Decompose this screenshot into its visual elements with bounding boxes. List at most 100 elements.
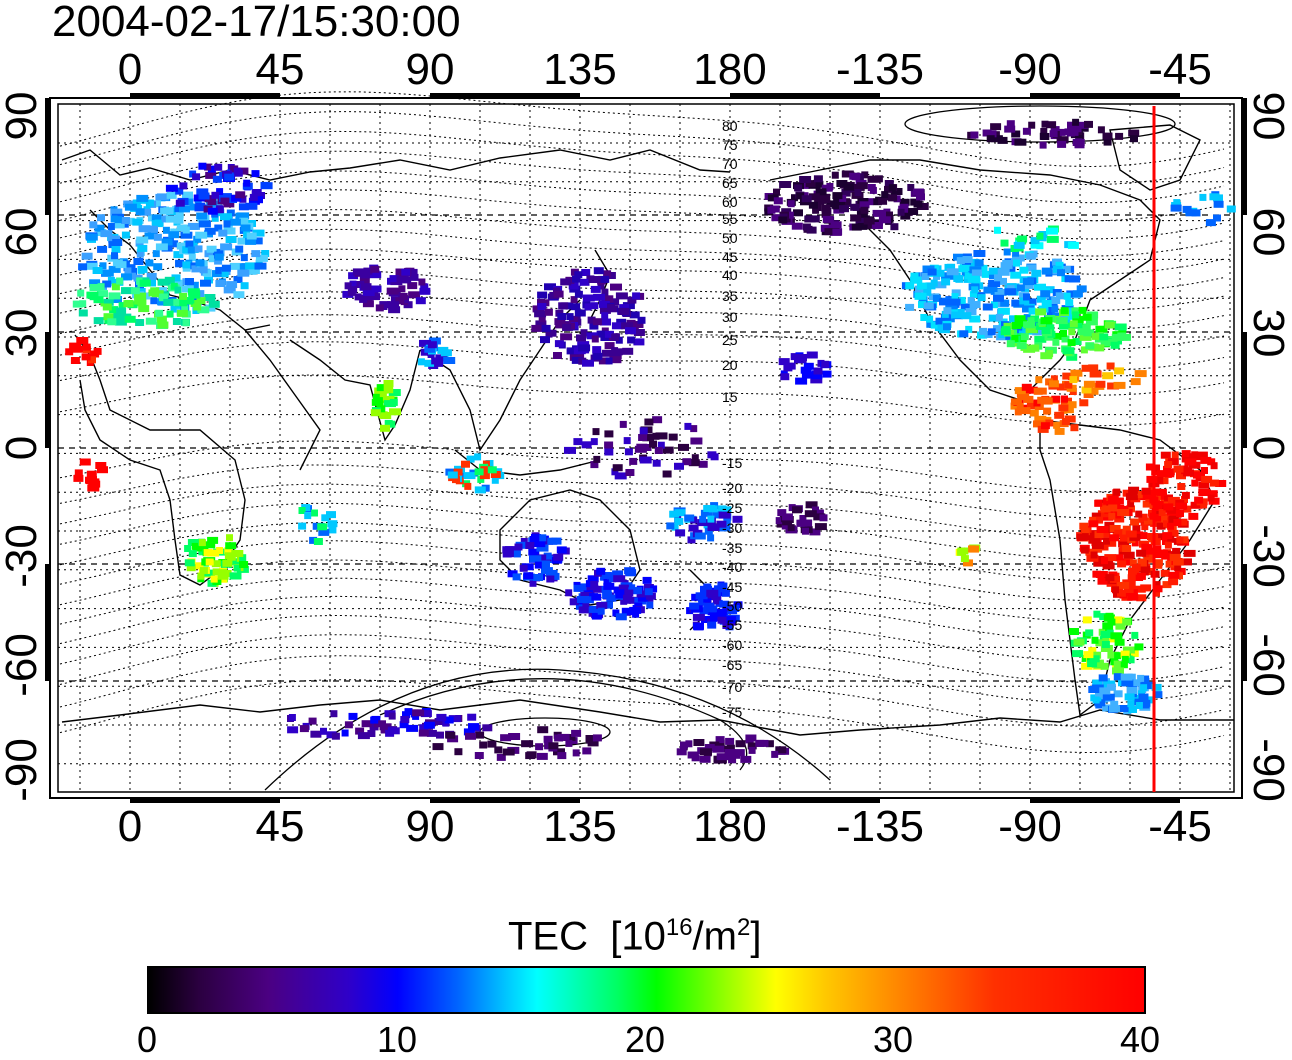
tec-point xyxy=(1093,559,1104,567)
contour-label: 75 xyxy=(722,137,738,153)
tec-point xyxy=(582,294,595,302)
tec-point xyxy=(102,303,112,311)
tec-point xyxy=(222,559,233,567)
tec-point xyxy=(916,193,925,201)
tec-point xyxy=(988,267,1001,275)
tec-point xyxy=(608,575,616,583)
tec-point xyxy=(347,288,356,296)
tec-point xyxy=(389,275,397,283)
tec-point xyxy=(1114,367,1125,375)
tec-point xyxy=(1226,205,1236,213)
tec-point xyxy=(224,552,233,560)
tec-point xyxy=(1213,214,1221,222)
tec-point xyxy=(463,728,475,736)
tec-point xyxy=(77,289,85,297)
tec-point xyxy=(255,254,268,262)
tec-point xyxy=(1183,469,1194,477)
tec-point xyxy=(1185,209,1197,217)
tec-point xyxy=(1095,571,1108,578)
tec-point xyxy=(1176,536,1184,544)
tec-point xyxy=(914,292,927,300)
contour-label: -65 xyxy=(722,657,742,673)
tec-point xyxy=(348,272,359,280)
tec-point xyxy=(910,272,919,280)
tec-point xyxy=(615,613,627,621)
contour-label: -30 xyxy=(722,520,742,536)
tec-point xyxy=(204,250,214,258)
tec-point xyxy=(990,135,1003,143)
tec-point xyxy=(587,575,599,583)
tec-point xyxy=(1110,341,1120,349)
tec-point xyxy=(327,520,338,528)
tec-point xyxy=(375,304,384,312)
tec-point xyxy=(400,716,410,723)
tec-point xyxy=(1174,564,1182,571)
tec-point xyxy=(73,474,84,482)
lon-tick-bottom: 90 xyxy=(405,802,455,851)
tec-point xyxy=(371,398,380,406)
tec-point xyxy=(1155,533,1166,541)
tec-point xyxy=(1017,393,1030,401)
tec-point xyxy=(615,292,628,300)
tec-point xyxy=(299,725,309,733)
tec-point xyxy=(185,297,195,304)
tec-point xyxy=(121,231,130,239)
tec-point xyxy=(1011,334,1019,342)
tec-point xyxy=(194,245,203,253)
tec-point xyxy=(716,753,729,761)
tec-point xyxy=(90,350,100,358)
contour-label: -60 xyxy=(722,637,742,653)
tec-point xyxy=(1162,581,1172,589)
tec-point xyxy=(781,513,793,521)
tec-point xyxy=(149,279,156,287)
tec-point xyxy=(632,292,641,300)
tec-point xyxy=(371,285,382,293)
tec-point xyxy=(637,316,646,324)
tec-point xyxy=(1125,493,1138,501)
tec-point xyxy=(1030,237,1040,245)
tec-point xyxy=(1141,487,1151,495)
tec-point xyxy=(923,288,932,296)
tec-point xyxy=(70,357,80,364)
tec-point xyxy=(1098,674,1108,682)
tec-point xyxy=(1062,266,1071,273)
tec-point xyxy=(553,553,564,561)
lon-tick-bottom: -45 xyxy=(1148,802,1212,851)
tec-point xyxy=(733,601,743,609)
tec-point xyxy=(311,509,318,517)
tec-point xyxy=(1103,537,1110,545)
tec-point xyxy=(1061,395,1068,403)
tec-point xyxy=(1022,127,1031,135)
tec-point xyxy=(1033,387,1043,395)
tec-point xyxy=(423,721,435,729)
tec-point xyxy=(359,295,368,303)
tec-point xyxy=(179,292,188,300)
tec-point xyxy=(1153,545,1162,553)
tec-point xyxy=(1084,530,1097,538)
tec-point xyxy=(1081,528,1090,536)
tec-point xyxy=(196,212,208,220)
tec-point xyxy=(1039,141,1047,149)
tec-point xyxy=(724,616,737,624)
tec-point xyxy=(1122,525,1131,533)
tec-point xyxy=(581,441,592,449)
tec-point xyxy=(101,269,114,277)
tec-point xyxy=(1108,504,1118,512)
tec-point xyxy=(582,747,592,755)
tec-point xyxy=(188,254,196,262)
tec-point xyxy=(321,514,330,522)
tec-point xyxy=(360,283,372,291)
tec-point xyxy=(1026,264,1037,272)
tec-point xyxy=(239,195,247,203)
tec-point xyxy=(163,298,174,306)
tec-point xyxy=(133,258,144,265)
tec-point xyxy=(1096,526,1109,533)
tec-point xyxy=(1118,540,1130,548)
tec-point xyxy=(479,741,488,749)
tec-point xyxy=(1091,660,1103,668)
tec-point xyxy=(956,257,965,265)
tec-point xyxy=(863,217,875,225)
tec-point xyxy=(436,731,444,739)
lon-tick-bottom: 135 xyxy=(543,802,617,851)
tec-point xyxy=(132,199,141,207)
